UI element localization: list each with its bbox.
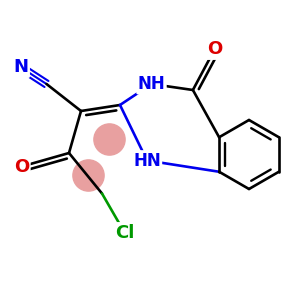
- Text: Cl: Cl: [115, 224, 134, 242]
- Text: O: O: [207, 40, 222, 58]
- Circle shape: [73, 160, 104, 191]
- Text: N: N: [14, 58, 28, 76]
- Text: NH: NH: [138, 75, 165, 93]
- Circle shape: [94, 124, 125, 155]
- Text: O: O: [14, 158, 29, 175]
- Text: HN: HN: [133, 152, 161, 169]
